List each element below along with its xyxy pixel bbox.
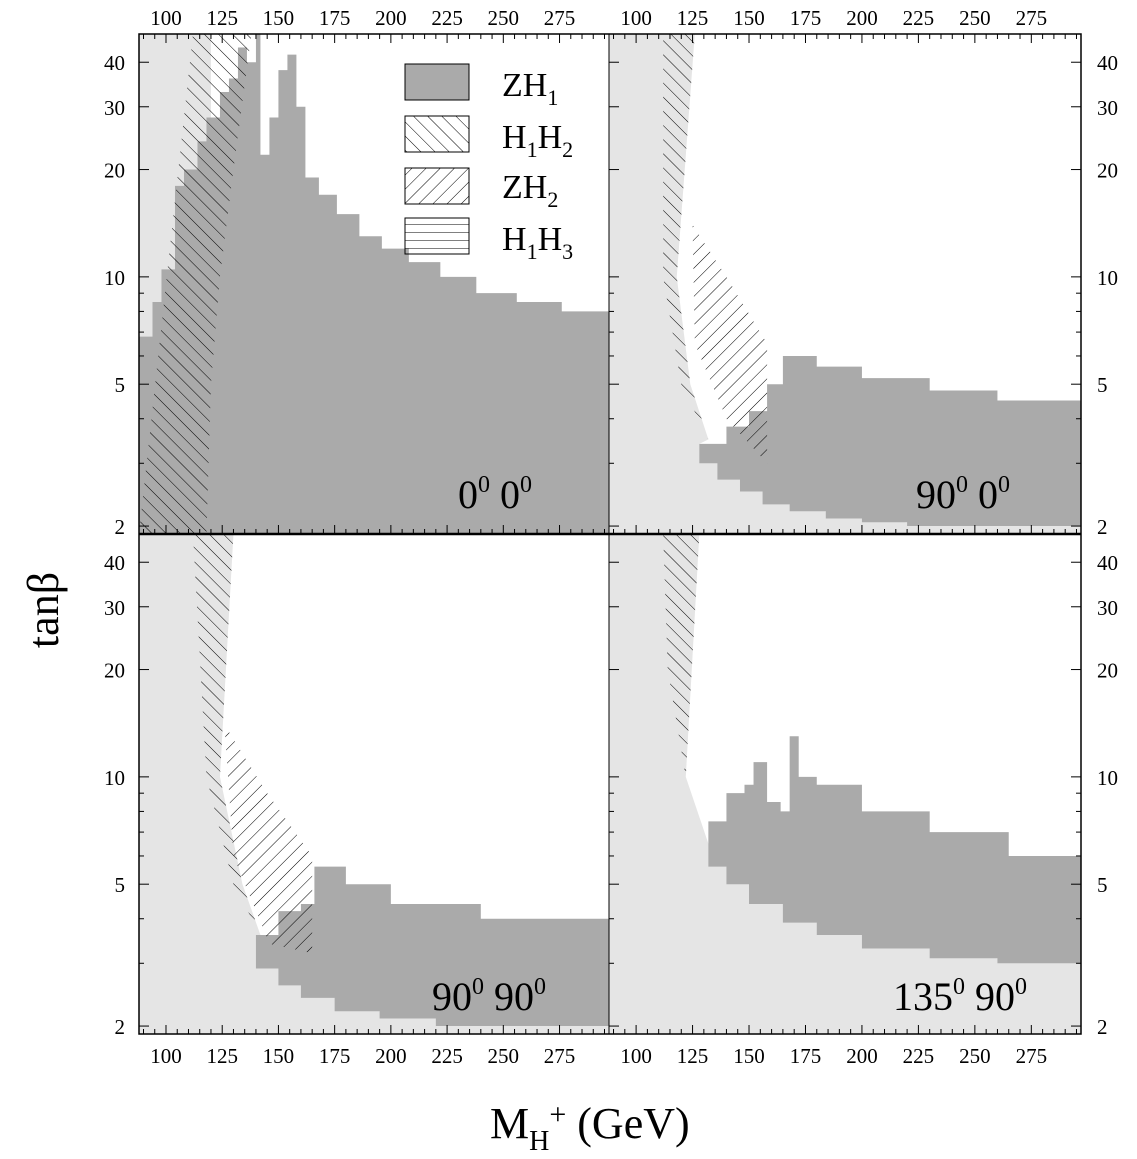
y-tick-label: 30 — [1097, 596, 1118, 620]
x-tick-label: 100 — [620, 1044, 652, 1068]
y-tick-label: 40 — [1097, 551, 1118, 575]
theory-excluded-region — [139, 534, 609, 1034]
theory-excluded-region — [609, 534, 1081, 1034]
x-tick-label: 125 — [677, 6, 709, 30]
y-tick-label: 2 — [115, 1015, 126, 1039]
x-tick-label: 200 — [846, 6, 878, 30]
x-tick-label: 150 — [263, 6, 295, 30]
y-tick-label: 20 — [1097, 659, 1118, 683]
legend-swatch-h1h2 — [404, 115, 470, 153]
theory-excluded-region — [609, 34, 1081, 534]
zh2-region — [224, 724, 313, 954]
x-tick-label: 275 — [544, 1044, 576, 1068]
panel-label-top-left: 00 00 — [458, 472, 532, 517]
legend-swatch-h1h3 — [404, 217, 470, 255]
panel-top-right — [609, 34, 1081, 534]
y-tick-label: 10 — [1097, 766, 1118, 790]
x-tick-label: 125 — [677, 1044, 709, 1068]
panel-label-bottom-right: 1350 900 — [893, 974, 1027, 1019]
h1h2-region — [192, 534, 261, 936]
x-tick-label: 225 — [903, 1044, 935, 1068]
panel-bottom-left — [139, 534, 609, 1034]
y-tick-label: 2 — [115, 515, 126, 539]
legend-label-zh2: ZH2 — [502, 169, 558, 212]
x-tick-label: 150 — [263, 1044, 295, 1068]
x-tick-label: 275 — [1016, 1044, 1048, 1068]
y-tick-label: 5 — [1097, 873, 1108, 897]
panel-top-left — [139, 34, 609, 534]
x-axis-title: MH+ (GeV) — [490, 1098, 690, 1157]
y-tick-label: 5 — [115, 873, 126, 897]
y-tick-label: 2 — [1097, 1015, 1108, 1039]
x-tick-label: 100 — [150, 1044, 182, 1068]
y-tick-label: 5 — [1097, 373, 1108, 397]
h1h2-region — [139, 34, 252, 534]
y-tick-label: 10 — [104, 766, 125, 790]
panel-label-top-right: 900 00 — [916, 472, 1010, 517]
x-tick-label: 200 — [375, 1044, 407, 1068]
h1h2-region — [663, 534, 704, 844]
legend-swatch-zh1 — [404, 63, 470, 101]
legend-label-h1h2: H1H2 — [502, 119, 573, 162]
y-tick-label: 2 — [1097, 515, 1108, 539]
zh1-region — [699, 355, 1081, 527]
x-tick-label: 225 — [431, 6, 463, 30]
x-tick-label: 200 — [375, 6, 407, 30]
x-tick-label: 275 — [1016, 6, 1048, 30]
legend-label-h1h3: H1H3 — [502, 221, 573, 264]
legend-swatch-zh2 — [404, 167, 470, 205]
x-tick-label: 275 — [544, 6, 576, 30]
x-tick-label: 200 — [846, 1044, 878, 1068]
zh1-region — [255, 866, 609, 1027]
y-tick-label: 20 — [1097, 159, 1118, 183]
panel-label-bottom-left: 900 900 — [432, 974, 546, 1019]
x-tick-label: 250 — [959, 6, 991, 30]
panel-labels: 00 00 900 00 900 900 1350 900 — [432, 472, 1027, 1019]
x-tick-label: 250 — [959, 1044, 991, 1068]
x-tick-label: 125 — [206, 6, 238, 30]
y-tick-label: 20 — [104, 659, 125, 683]
y-tick-label: 40 — [104, 551, 125, 575]
y-tick-label: 30 — [104, 96, 125, 120]
legend: ZH1 H1H2 ZH2 H1H3 — [404, 63, 573, 264]
h1h2-region — [663, 34, 709, 440]
x-tick-label: 250 — [488, 1044, 520, 1068]
x-tick-label: 225 — [431, 1044, 463, 1068]
x-tick-label: 225 — [903, 6, 935, 30]
x-tick-label: 175 — [790, 1044, 822, 1068]
x-tick-label: 175 — [790, 6, 822, 30]
y-tick-label: 10 — [104, 266, 125, 290]
x-tick-label: 150 — [733, 6, 765, 30]
y-tick-label: 20 — [104, 159, 125, 183]
x-tick-label: 175 — [319, 6, 351, 30]
axes: 100 125 150 175 200 225 250 275 100 125 150 175 200 2… — [104, 6, 1118, 1068]
y-tick-label: 40 — [104, 51, 125, 75]
x-tick-label: 125 — [206, 1044, 238, 1068]
y-tick-label: 10 — [1097, 266, 1118, 290]
zh2-region — [692, 224, 768, 464]
panel-bottom-right — [609, 534, 1081, 1034]
y-tick-label: 30 — [1097, 96, 1118, 120]
y-tick-label: 40 — [1097, 51, 1118, 75]
x-tick-label: 100 — [150, 6, 182, 30]
y-tick-label: 5 — [115, 373, 126, 397]
x-tick-label: 100 — [620, 6, 652, 30]
zh1-region — [708, 736, 1081, 964]
y-tick-label: 30 — [104, 596, 125, 620]
x-tick-label: 250 — [488, 6, 520, 30]
legend-label-zh1: ZH1 — [502, 67, 558, 110]
x-tick-label: 150 — [733, 1044, 765, 1068]
x-tick-label: 175 — [319, 1044, 351, 1068]
panels — [139, 34, 1081, 1034]
zh1-region — [139, 34, 609, 534]
y-axis-title: tanβ — [19, 572, 68, 648]
